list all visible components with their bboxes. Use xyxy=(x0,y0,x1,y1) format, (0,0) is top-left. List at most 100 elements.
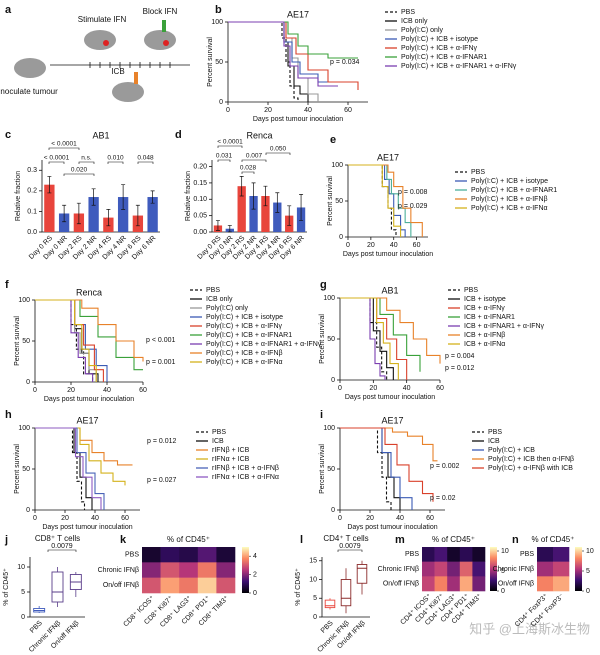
y-tick-label: 50 xyxy=(22,466,30,473)
legend-label: Poly(I:C) + ICB + α-IFNα xyxy=(471,205,548,212)
colorbar-tick-label: 4 xyxy=(253,553,257,560)
watermark: 知乎 @上海斯冰生物 xyxy=(469,621,590,636)
p-value: p = 0.034 xyxy=(330,59,359,66)
row-label: Chronic IFNβ xyxy=(98,567,139,574)
panel-letter: i xyxy=(320,409,323,421)
legend-label: ICB + α-IFNα xyxy=(464,341,505,348)
panel-letter: a xyxy=(5,4,12,16)
timeline-ticks xyxy=(89,62,171,68)
row-label: On/off IFNβ xyxy=(383,581,419,588)
error-bar xyxy=(299,194,304,221)
heat-cell xyxy=(472,547,486,562)
heat-cell xyxy=(160,562,180,578)
y-tick-label: 10 xyxy=(17,564,25,571)
heat-cell xyxy=(434,576,448,592)
survival-curve xyxy=(340,297,394,380)
syringe-icon xyxy=(134,72,138,84)
chart-title: AE17 xyxy=(377,152,399,162)
error-bar xyxy=(227,225,232,233)
survival-curve xyxy=(340,297,386,380)
legend-label: rIFNβ + ICB xyxy=(212,447,250,454)
panel-letter: d xyxy=(175,129,182,141)
survival-curve xyxy=(348,164,397,237)
error-bar xyxy=(251,182,256,210)
legend-label: ICB + α-IFNAR1 xyxy=(464,314,515,321)
heat-cell xyxy=(197,577,217,594)
survival-curve xyxy=(35,427,133,466)
y-axis-label: Percent survival xyxy=(319,314,326,364)
legend-label: Poly(I:C) + ICB + α-IFNAR1 xyxy=(401,54,487,61)
y-axis-label: Percent survival xyxy=(207,37,214,87)
survival-curve xyxy=(340,427,434,502)
y-tick-label: 0 xyxy=(26,507,30,514)
bar xyxy=(261,196,270,232)
heat-cell xyxy=(197,562,217,578)
colorbar xyxy=(575,547,582,591)
heat-cell xyxy=(553,561,570,577)
chart-title: Renca xyxy=(246,130,272,140)
chart-title: AE17 xyxy=(381,415,403,425)
p-value: p = 0.012 xyxy=(147,438,176,445)
p-value: < 0.0001 xyxy=(217,139,243,146)
chart-title: % of CD45⁺ xyxy=(532,535,575,544)
survival-curve xyxy=(348,164,412,237)
heat-cell xyxy=(179,577,199,594)
x-tick-label: 20 xyxy=(61,515,69,522)
survival-curve xyxy=(340,427,392,510)
legend-label: rIFNβ + ICB + α-IFNβ xyxy=(212,465,279,472)
chart-title: CD4⁺ T cells xyxy=(323,534,368,543)
panel-letter: j xyxy=(4,534,8,546)
error-bar xyxy=(76,202,81,225)
survival-curve xyxy=(348,164,402,237)
heat-cell xyxy=(434,547,448,562)
legend-label: Poly(I:C) + ICB + α-IFNAR1 + α-IFNγ xyxy=(206,341,322,348)
legend-label: ICB only xyxy=(206,296,233,303)
legend-label: Poly(I:C) + ICB + isotype xyxy=(471,178,548,185)
y-axis-label: Percent survival xyxy=(327,176,334,226)
x-tick-label: 40 xyxy=(91,515,99,522)
y-tick-label: 50 xyxy=(215,59,223,66)
x-tick-label: 20 xyxy=(67,387,75,394)
survival-curve xyxy=(35,299,144,362)
x-tick-label: 0 xyxy=(346,242,350,249)
y-tick-label: 0.2 xyxy=(27,188,37,195)
p-value: 0.048 xyxy=(137,155,154,162)
bar xyxy=(249,196,258,232)
y-axis-label: % of CD45⁺ xyxy=(295,568,302,606)
heat-cell xyxy=(553,547,570,562)
mouse-icon xyxy=(144,30,176,50)
chart-title: AE17 xyxy=(287,9,309,19)
bar xyxy=(273,202,282,232)
heat-cell xyxy=(459,547,473,562)
p-value: p = 0.012 xyxy=(445,365,474,372)
survival-curve xyxy=(228,21,358,59)
heat-cell xyxy=(160,577,180,594)
x-axis-label: Days post tumour inoculation xyxy=(42,524,132,531)
bar xyxy=(147,197,158,232)
x-tick-label: 40 xyxy=(103,387,111,394)
survival-curve xyxy=(228,21,359,90)
p-value: p = 0.001 xyxy=(146,359,175,366)
bracket xyxy=(48,161,65,164)
heat-cell xyxy=(142,547,161,563)
y-tick-label: 50 xyxy=(22,338,30,345)
y-tick-label: 0 xyxy=(339,234,343,241)
bracket xyxy=(217,159,231,162)
p-value: 0.050 xyxy=(270,146,287,153)
x-tick-label: 40 xyxy=(403,385,411,392)
box xyxy=(340,579,352,607)
y-tick-label: 0 xyxy=(313,614,317,621)
legend-label: PBS xyxy=(471,169,485,176)
y-tick-label: 0 xyxy=(26,379,30,386)
panel-letter: b xyxy=(215,4,222,16)
legend-label: Poly(I:C) + ICB + α-IFNβ xyxy=(206,350,283,357)
y-tick-label: 100 xyxy=(331,162,343,169)
diagram-label: Stimulate IFN xyxy=(78,15,127,24)
legend-label: Poly(I:C) only xyxy=(206,305,249,312)
bar xyxy=(117,197,129,232)
bar xyxy=(44,184,55,232)
syringe-icon xyxy=(162,20,166,32)
bracket xyxy=(47,549,77,552)
heat-cell xyxy=(422,547,435,562)
